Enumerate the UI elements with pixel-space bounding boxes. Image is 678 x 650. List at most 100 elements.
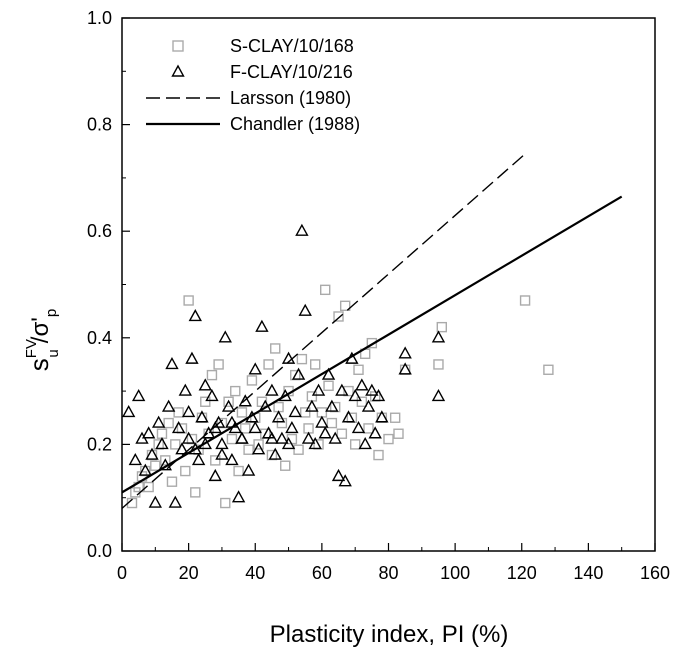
data-point-triangle bbox=[181, 431, 196, 444]
y-tick-label: 0.6 bbox=[87, 221, 112, 241]
data-point-square bbox=[363, 423, 374, 434]
data-point-square bbox=[339, 300, 351, 312]
y-axis-title: sFV u/σ'p bbox=[23, 309, 62, 371]
data-point-square bbox=[223, 396, 234, 407]
x-axis-title: Plasticity index, PI (%) bbox=[270, 621, 509, 648]
legend-label: Chandler (1988) bbox=[230, 114, 360, 134]
data-point-square bbox=[373, 449, 384, 461]
data-point-triangle bbox=[275, 431, 289, 444]
data-point-triangle bbox=[271, 410, 286, 423]
data-point-square bbox=[310, 359, 321, 370]
y-tick-label: 1.0 bbox=[87, 8, 112, 28]
data-point-triangle bbox=[288, 404, 302, 418]
data-point-square bbox=[210, 455, 221, 466]
data-point-square bbox=[180, 465, 191, 477]
data-point-triangle bbox=[225, 452, 239, 466]
data-point-triangle bbox=[128, 452, 143, 466]
data-point-square bbox=[160, 455, 171, 466]
data-point-square bbox=[166, 476, 178, 487]
data-point-square bbox=[326, 417, 338, 429]
data-point-square bbox=[253, 439, 264, 450]
data-point-triangle bbox=[291, 367, 306, 380]
data-point-triangle bbox=[281, 436, 296, 450]
data-point-triangle bbox=[138, 463, 153, 476]
data-point-triangle bbox=[175, 442, 189, 455]
data-point-triangle bbox=[168, 495, 182, 508]
x-tick-label: 160 bbox=[640, 563, 670, 583]
data-point-triangle bbox=[368, 426, 382, 439]
legend-label: F-CLAY/10/216 bbox=[230, 62, 353, 82]
data-point-triangle bbox=[268, 447, 282, 460]
data-point-square bbox=[270, 343, 281, 354]
data-point-triangle bbox=[361, 399, 376, 412]
y-tick-label: 0.0 bbox=[87, 541, 112, 561]
data-point-triangle bbox=[131, 388, 146, 402]
x-tick-label: 140 bbox=[573, 563, 603, 583]
data-point-square bbox=[433, 359, 444, 370]
data-point-triangle bbox=[331, 468, 346, 482]
data-point-triangle bbox=[321, 367, 336, 380]
data-point-square bbox=[190, 487, 201, 498]
data-point-triangle bbox=[281, 351, 296, 364]
data-point-triangle bbox=[315, 415, 329, 428]
data-point-triangle bbox=[338, 474, 352, 487]
data-point-triangle bbox=[238, 394, 252, 407]
data-point-square bbox=[220, 497, 231, 509]
y-axis-ticks: 0.0 0.2 0.4 0.6 0.8 1.0 bbox=[87, 8, 130, 561]
data-point-triangle bbox=[351, 420, 366, 434]
data-point-square bbox=[170, 439, 181, 450]
data-point-triangle bbox=[325, 399, 339, 412]
data-point-triangle bbox=[208, 468, 222, 482]
data-point-triangle bbox=[205, 388, 219, 402]
data-point-triangle bbox=[215, 447, 229, 460]
data-point-triangle bbox=[248, 420, 262, 434]
legend-label: S-CLAY/10/168 bbox=[230, 36, 354, 56]
data-point-triangle bbox=[161, 399, 176, 412]
data-point-triangle bbox=[305, 399, 319, 412]
data-point-triangle bbox=[188, 309, 202, 322]
data-point-triangle bbox=[148, 495, 162, 508]
data-point-triangle bbox=[308, 436, 322, 450]
data-point-triangle bbox=[355, 378, 369, 391]
y-tick-label: 0.2 bbox=[87, 434, 112, 454]
data-point-square bbox=[519, 295, 531, 306]
data-point-triangle bbox=[295, 223, 309, 236]
x-tick-label: 40 bbox=[245, 563, 265, 583]
data-point-triangle bbox=[301, 431, 316, 444]
data-point-square bbox=[389, 412, 401, 423]
data-point-triangle bbox=[178, 383, 192, 396]
data-point-square bbox=[243, 444, 254, 455]
data-point-square bbox=[200, 396, 211, 407]
x-tick-label: 100 bbox=[440, 563, 470, 583]
data-point-square bbox=[213, 359, 224, 370]
legend-label: Larsson (1980) bbox=[230, 88, 351, 108]
data-point-square bbox=[336, 428, 348, 439]
data-point-square bbox=[383, 433, 394, 445]
x-tick-label: 20 bbox=[179, 563, 199, 583]
legend-swatch-triangle bbox=[171, 64, 185, 77]
data-point-triangle bbox=[365, 383, 379, 396]
data-point-square bbox=[163, 417, 174, 429]
legend: S-CLAY/10/168 F-CLAY/10/216 Larsson (1980)… bbox=[146, 36, 360, 134]
larsson-line bbox=[121, 153, 526, 509]
data-point-square bbox=[150, 460, 161, 471]
y-tick-label: 0.4 bbox=[87, 328, 112, 348]
data-point-triangle bbox=[151, 415, 166, 428]
data-point-triangle bbox=[371, 388, 386, 402]
data-point-square bbox=[143, 481, 154, 493]
data-point-triangle bbox=[181, 404, 196, 418]
data-point-triangle bbox=[248, 362, 262, 375]
data-point-square bbox=[233, 465, 244, 477]
data-point-triangle bbox=[141, 426, 156, 439]
data-point-triangle bbox=[251, 442, 266, 455]
data-point-square bbox=[353, 364, 364, 375]
data-marks bbox=[121, 223, 554, 509]
data-point-square bbox=[240, 423, 251, 434]
data-point-square bbox=[300, 407, 311, 418]
x-tick-label: 60 bbox=[312, 563, 332, 583]
data-point-triangle bbox=[145, 447, 159, 460]
data-point-triangle bbox=[285, 420, 299, 434]
legend-swatch-square bbox=[172, 40, 184, 52]
data-point-triangle bbox=[375, 410, 389, 423]
